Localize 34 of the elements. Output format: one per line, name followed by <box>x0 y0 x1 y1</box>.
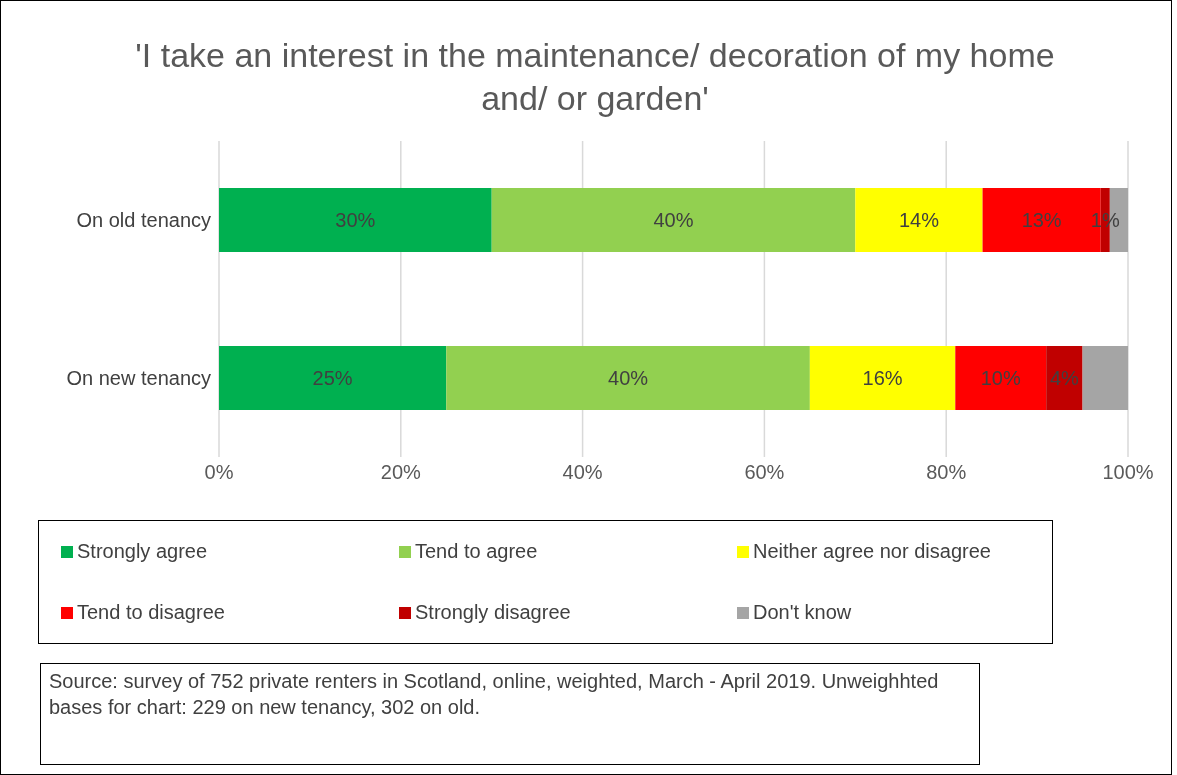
bar <box>809 346 956 410</box>
data-label: 25% <box>312 367 353 389</box>
bar <box>1082 346 1128 410</box>
legend-label: Strongly agree <box>77 540 208 563</box>
data-label: 10% <box>980 367 1021 389</box>
source-note: Source: survey of 752 private renters in Scotland, online, weighted, March - April 2019. Unweighhted bases for chart: 229 on new tenancy, 302 on old. <box>40 663 980 765</box>
legend-label: Strongly disagree <box>415 601 571 624</box>
legend-label: Neither agree nor disagree <box>753 540 991 563</box>
bar <box>955 346 1047 410</box>
y-tick-label: On new tenancy <box>66 367 211 390</box>
data-label: 30% <box>335 209 376 231</box>
bar <box>446 346 810 410</box>
data-label: 14% <box>898 209 940 231</box>
legend-label: Tend to agree <box>415 540 538 563</box>
bar <box>1046 346 1083 410</box>
bar <box>219 346 447 410</box>
x-tick-label: 0% <box>204 461 234 484</box>
data-label: 40% <box>653 209 694 231</box>
x-tick-label: 60% <box>744 461 785 484</box>
x-tick-label: 20% <box>380 461 422 484</box>
x-tick-label: 80% <box>926 461 967 484</box>
chart-title: 'I take an interest in the maintenance/ decoration of my home and/ or garden' <box>134 35 1056 119</box>
data-label: 16% <box>862 367 903 389</box>
data-label: 4% <box>1049 367 1080 389</box>
legend-label: Don't know <box>753 601 852 624</box>
legend-label: Tend to disagree <box>77 601 225 624</box>
x-tick-label: 100% <box>1102 461 1154 484</box>
bar <box>855 188 983 252</box>
bar <box>491 188 856 252</box>
x-tick-label: 40% <box>562 461 603 484</box>
bar <box>219 188 492 252</box>
y-tick-label: On old tenancy <box>76 209 211 232</box>
data-label: 13% <box>1021 209 1062 231</box>
data-label: 40% <box>608 367 649 389</box>
